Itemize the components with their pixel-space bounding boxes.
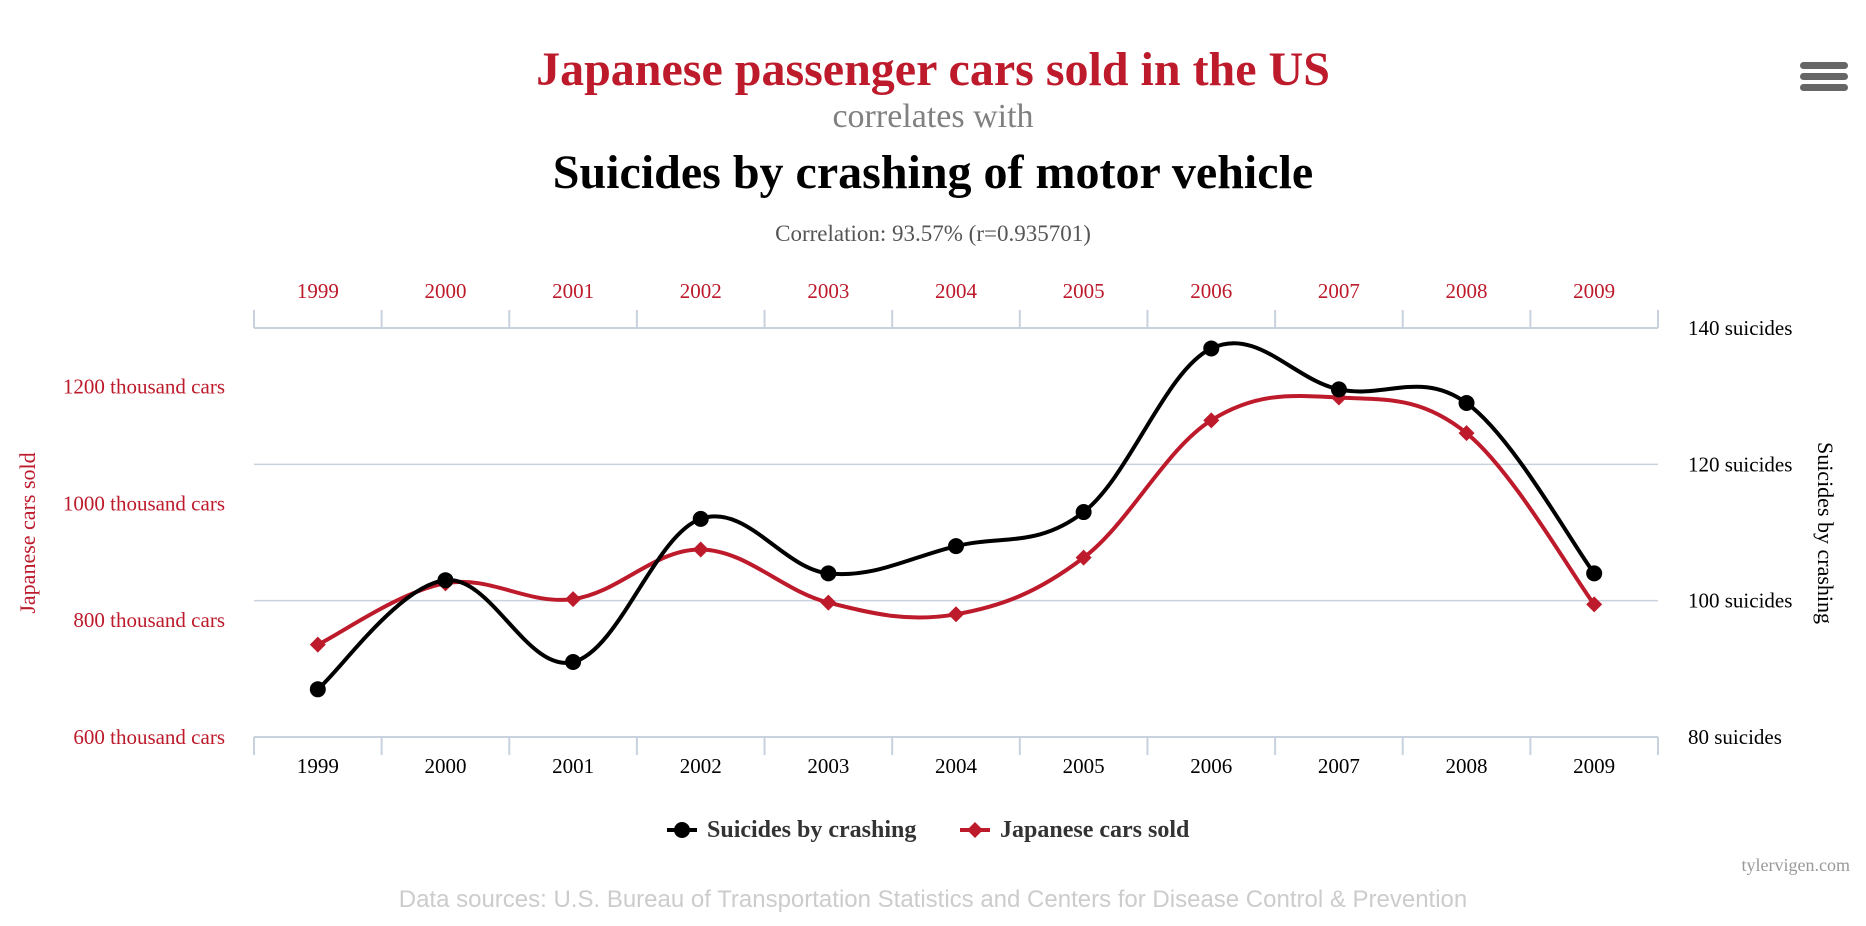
chart-title-secondary: Suicides by crashing of motor vehicle: [552, 146, 1314, 199]
data-sources-text: Data sources: U.S. Bureau of Transportat…: [398, 886, 1468, 913]
y-right-tick-label: 140 suicides: [1688, 316, 1792, 340]
x-tick-label-top: 2006: [1190, 279, 1232, 303]
x-tick-label-bottom: 2001: [552, 754, 594, 778]
data-point-cars: [820, 594, 837, 611]
x-tick-label-bottom: 2002: [680, 754, 722, 778]
data-point-suicides: [437, 572, 454, 589]
data-point-suicides: [1330, 381, 1347, 398]
data-point-suicides: [309, 681, 326, 698]
data-point-suicides: [1458, 394, 1475, 411]
x-tick-label-top: 2007: [1318, 279, 1360, 303]
chart-title-primary: Japanese passenger cars sold in the US: [536, 43, 1330, 96]
y-right-tick-label: 80 suicides: [1688, 725, 1782, 749]
data-point-suicides: [565, 654, 582, 671]
data-point-suicides: [1586, 565, 1603, 582]
data-point-cars: [1075, 549, 1092, 566]
data-point-cars: [1203, 412, 1220, 429]
legend-item-suicides[interactable]: Suicides by crashing: [665, 815, 935, 845]
menu-bar: [1800, 62, 1848, 69]
data-point-suicides: [1075, 504, 1092, 521]
legend-label: Japanese cars sold: [1000, 817, 1190, 843]
data-point-cars: [1458, 425, 1475, 442]
x-tick-label-top: 2003: [807, 279, 849, 303]
y-left-tick-label: 800 thousand cars: [73, 608, 225, 632]
data-point-cars: [692, 541, 709, 558]
chart-title-connector: correlates with: [832, 98, 1034, 135]
x-tick-label-bottom: 2006: [1190, 754, 1232, 778]
credit-text[interactable]: tylervigen.com: [1741, 855, 1850, 875]
y-left-tick-label: 600 thousand cars: [73, 725, 225, 749]
data-point-suicides: [1203, 340, 1220, 357]
x-tick-label-bottom: 2000: [424, 754, 466, 778]
x-tick-label-bottom: 2008: [1446, 754, 1488, 778]
x-tick-label-bottom: 2003: [807, 754, 849, 778]
data-point-cars: [1586, 596, 1603, 613]
legend-item-cars[interactable]: Japanese cars sold: [958, 815, 1208, 845]
correlation-text: Correlation: 93.57% (r=0.935701): [775, 221, 1091, 246]
x-tick-label-bottom: 2009: [1573, 754, 1615, 778]
x-tick-label-bottom: 2005: [1063, 754, 1105, 778]
y-left-tick-label: 1000 thousand cars: [63, 491, 225, 515]
y-right-axis-title: Suicides by crashing: [1813, 442, 1838, 624]
legend-marker-diamond-icon: [960, 822, 990, 838]
y-right-tick-label: 120 suicides: [1688, 452, 1792, 476]
data-point-suicides: [692, 510, 709, 527]
data-point-cars: [309, 636, 326, 653]
y-right-tick-label: 100 suicides: [1688, 589, 1792, 613]
data-point-suicides: [948, 538, 964, 555]
legend-label: Suicides by crashing: [707, 817, 917, 843]
x-tick-label-top: 2005: [1063, 279, 1105, 303]
x-tick-label-top: 2009: [1573, 279, 1615, 303]
x-tick-label-top: 2004: [935, 279, 978, 303]
x-tick-label-bottom: 2007: [1318, 754, 1360, 778]
x-tick-label-top: 2001: [552, 279, 594, 303]
x-tick-label-top: 2008: [1446, 279, 1488, 303]
data-point-cars: [565, 591, 582, 608]
x-tick-label-top: 1999: [297, 279, 339, 303]
x-tick-label-top: 2000: [424, 279, 466, 303]
y-left-axis-title: Japanese cars sold: [15, 452, 40, 613]
data-point-cars: [948, 606, 964, 623]
x-tick-label-bottom: 1999: [297, 754, 339, 778]
legend-marker-circle-icon: [667, 822, 697, 838]
menu-bar: [1800, 73, 1848, 80]
x-tick-label-bottom: 2004: [935, 754, 978, 778]
hamburger-menu-icon[interactable]: [1800, 62, 1848, 102]
series-line-suicides: [315, 341, 1597, 692]
y-left-tick-label: 1200 thousand cars: [63, 374, 225, 398]
x-tick-label-top: 2002: [680, 279, 722, 303]
data-point-suicides: [820, 565, 837, 582]
menu-bar: [1800, 84, 1848, 91]
